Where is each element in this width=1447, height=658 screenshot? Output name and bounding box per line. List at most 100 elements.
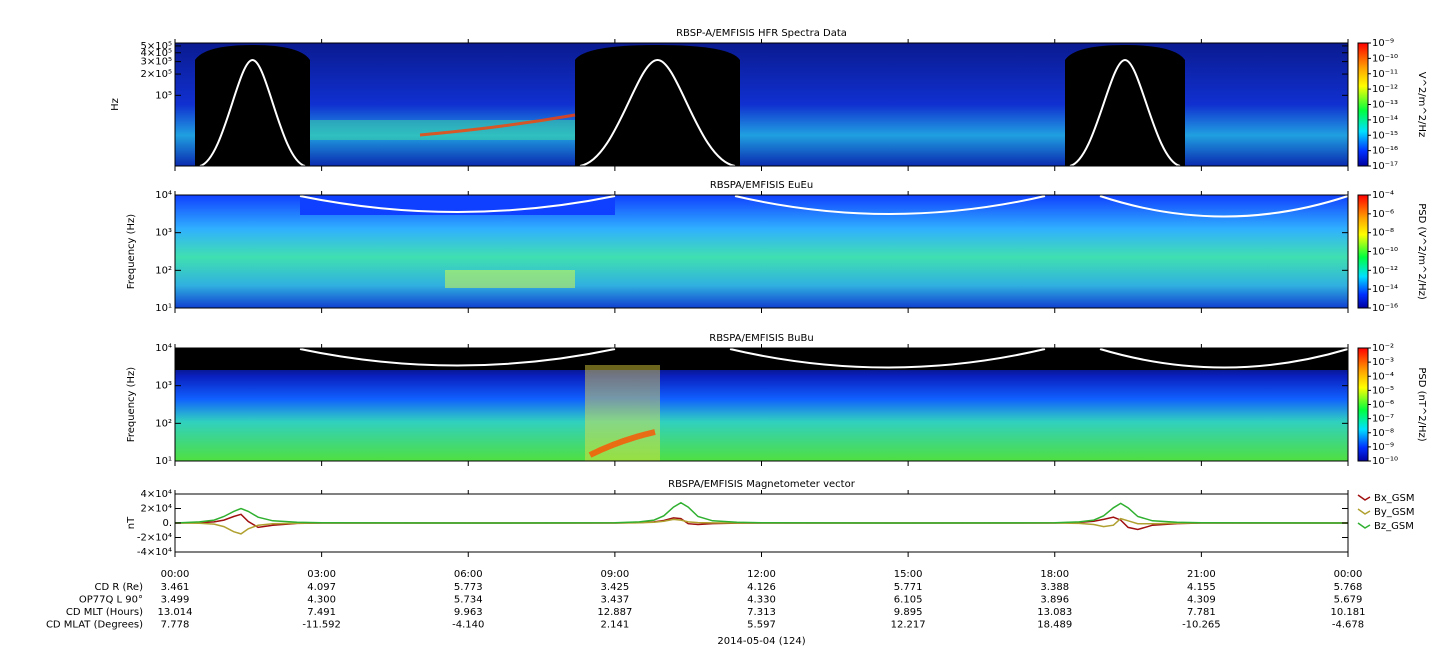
legend-swatch [1357, 494, 1371, 501]
data-line [174, 517, 1348, 535]
emission [588, 429, 656, 458]
colorbar-tick-label: 10⁻⁴ [1372, 371, 1394, 382]
colorbar-tick-label: 10⁻² [1372, 343, 1394, 354]
colorbar-tick-label: 10⁻¹² [1372, 265, 1398, 276]
ephemeris-label: CD MLAT (Degrees) [46, 620, 143, 631]
ephemeris-value: -4.140 [452, 620, 484, 631]
y-tick-label: 10¹ [155, 303, 172, 314]
emission [310, 120, 575, 140]
y-tick-label: 10³ [155, 228, 172, 239]
colorbar-tick-label: 10⁻¹⁶ [1372, 303, 1398, 314]
ephemeris-value: 5.773 [454, 582, 483, 593]
colorbar-tick-label: 10⁻⁸ [1372, 228, 1394, 239]
y-tick-label: 5×10⁵ [141, 41, 172, 52]
emission [585, 365, 660, 461]
ephemeris-value: 13.014 [158, 607, 193, 618]
emission [445, 270, 575, 288]
panel-title: RBSPA/EMFISIS BuBu [709, 333, 813, 344]
panel-title: RBSPA/EMFISIS Magnetometer vector [668, 479, 856, 490]
ephemeris-value: 9.895 [894, 607, 923, 618]
ephemeris-value: 3.425 [601, 582, 630, 593]
ephemeris-value: 5.734 [454, 595, 483, 606]
y-axis-label: Frequency (Hz) [126, 367, 137, 443]
ephemeris-value: 4.309 [1187, 595, 1216, 606]
colorbar-tick-label: 10⁻¹⁶ [1372, 146, 1398, 157]
y-tick-label: 10² [155, 265, 172, 276]
colorbar-tick-label: 10⁻¹⁵ [1372, 130, 1398, 141]
colorbar-tick-label: 10⁻⁴ [1372, 190, 1394, 201]
ephemeris-value: 5.768 [1334, 582, 1363, 593]
frame [174, 194, 1349, 309]
colorbar-tick-label: 10⁻⁶ [1372, 209, 1394, 220]
ephemeris-label: CD R (Re) [95, 582, 144, 593]
frame [174, 493, 1349, 553]
spectrum-gap [1065, 45, 1185, 166]
x-tick-label: 06:00 [454, 569, 483, 580]
spectrum-gap [195, 45, 310, 166]
y-tick-label: 2×10⁴ [141, 504, 172, 515]
ephemeris-value: 3.499 [161, 595, 190, 606]
y-tick-label: 4×10⁴ [141, 489, 172, 500]
ephemeris-value: 6.105 [894, 595, 923, 606]
ephemeris-value: 4.097 [307, 582, 336, 593]
colorbar-tick-label: 10⁻⁷ [1372, 414, 1394, 425]
legend-label: Bz_GSM [1374, 521, 1414, 532]
x-tick-label: 09:00 [600, 569, 629, 580]
x-tick-label: 00:00 [1334, 569, 1363, 580]
colorbar-tick-label: 10⁻⁸ [1372, 428, 1394, 439]
date-label: 2014-05-04 (124) [717, 636, 805, 647]
ephemeris-value: 13.083 [1037, 607, 1072, 618]
colorbar-tick-label: 10⁻⁶ [1372, 400, 1394, 411]
ephemeris-value: 4.300 [307, 595, 336, 606]
plasma-line [1099, 195, 1349, 218]
x-tick-label: 00:00 [161, 569, 190, 580]
colorbar-tick-label: 10⁻¹⁴ [1372, 284, 1398, 295]
spectrum-gap [175, 348, 1348, 370]
ephemeris-value: 3.461 [161, 582, 190, 593]
plasma-line [1099, 348, 1349, 369]
x-tick-label: 21:00 [1187, 569, 1216, 580]
y-tick-label: 3×10⁵ [141, 57, 172, 68]
y-tick-label: -4×10⁴ [137, 547, 172, 558]
colorbar-tick-label: 10⁻⁵ [1372, 385, 1394, 396]
ephemeris-value: 5.597 [747, 620, 776, 631]
y-tick-label: 2×10⁵ [141, 69, 172, 80]
panel-title: RBSP-A/EMFISIS HFR Spectra Data [676, 28, 847, 39]
colorbar [1357, 42, 1369, 167]
y-tick-label: 10⁴ [155, 343, 172, 354]
ephemeris-value: 18.489 [1037, 620, 1072, 631]
colorbar-tick-label: 10⁻⁹ [1372, 38, 1394, 49]
y-axis-label: Frequency (Hz) [126, 214, 137, 290]
colorbar-tick-label: 10⁻³ [1372, 357, 1394, 368]
x-tick-label: 18:00 [1040, 569, 1069, 580]
ephemeris-value: -10.265 [1182, 620, 1221, 631]
ephemeris-value: 5.771 [894, 582, 923, 593]
ephemeris-value: 12.887 [597, 607, 632, 618]
plasma-line [579, 58, 736, 167]
y-tick-label: 4×10⁵ [141, 48, 172, 59]
plasma-line [299, 195, 616, 213]
colorbar-tick-label: 10⁻¹⁰ [1372, 247, 1398, 258]
colorbar-label: PSD (V^2/m^2/Hz) [1416, 203, 1427, 300]
colorbar-tick-label: 10⁻¹⁷ [1372, 161, 1398, 172]
colorbar-tick-label: 10⁻¹² [1372, 84, 1398, 95]
data-line [174, 501, 1349, 524]
ephemeris-value: 9.963 [454, 607, 483, 618]
colorbar-tick-label: 10⁻⁹ [1372, 442, 1394, 453]
colorbar-tick-label: 10⁻¹⁴ [1372, 115, 1398, 126]
x-tick-label: 03:00 [307, 569, 336, 580]
y-axis-label: Hz [110, 98, 121, 111]
ephemeris-value: 2.141 [601, 620, 630, 631]
plasma-line [299, 348, 616, 367]
legend-label: By_GSM [1374, 507, 1415, 518]
legend-swatch [1357, 522, 1371, 529]
ephemeris-value: 3.437 [601, 595, 630, 606]
plasma-line [1069, 58, 1181, 167]
y-tick-label: 10¹ [155, 456, 172, 467]
frame [174, 42, 1349, 167]
ephemeris-value: 5.679 [1334, 595, 1363, 606]
y-tick-label: 10³ [155, 381, 172, 392]
y-tick-label: -2×10⁴ [137, 533, 172, 544]
ephemeris-value: 12.217 [891, 620, 926, 631]
ephemeris-value: 4.155 [1187, 582, 1216, 593]
